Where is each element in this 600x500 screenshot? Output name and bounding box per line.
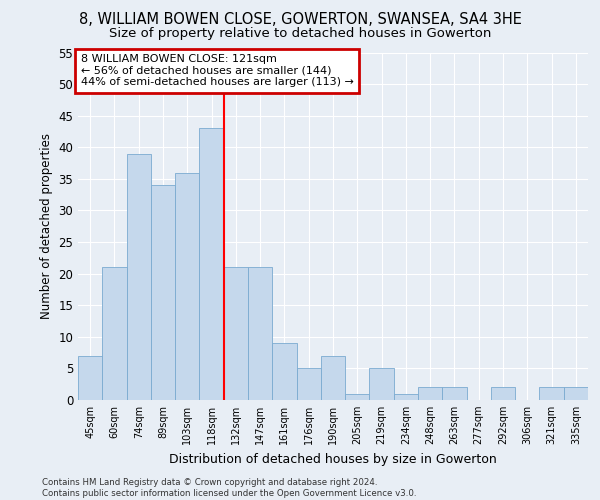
X-axis label: Distribution of detached houses by size in Gowerton: Distribution of detached houses by size … <box>169 452 497 466</box>
Bar <box>127 154 151 400</box>
Text: Contains HM Land Registry data © Crown copyright and database right 2024.
Contai: Contains HM Land Registry data © Crown c… <box>42 478 416 498</box>
Bar <box>370 368 394 400</box>
Bar <box>321 356 345 400</box>
Bar <box>272 343 296 400</box>
Text: Size of property relative to detached houses in Gowerton: Size of property relative to detached ho… <box>109 28 491 40</box>
Bar <box>78 356 102 400</box>
Text: 8, WILLIAM BOWEN CLOSE, GOWERTON, SWANSEA, SA4 3HE: 8, WILLIAM BOWEN CLOSE, GOWERTON, SWANSE… <box>79 12 521 28</box>
Y-axis label: Number of detached properties: Number of detached properties <box>40 133 53 320</box>
Text: 8 WILLIAM BOWEN CLOSE: 121sqm
← 56% of detached houses are smaller (144)
44% of : 8 WILLIAM BOWEN CLOSE: 121sqm ← 56% of d… <box>80 54 353 88</box>
Bar <box>394 394 418 400</box>
Bar <box>418 388 442 400</box>
Bar <box>296 368 321 400</box>
Bar <box>175 172 199 400</box>
Bar <box>539 388 564 400</box>
Bar <box>442 388 467 400</box>
Bar <box>248 268 272 400</box>
Bar <box>345 394 370 400</box>
Bar <box>491 388 515 400</box>
Bar <box>224 268 248 400</box>
Bar <box>564 388 588 400</box>
Bar <box>199 128 224 400</box>
Bar <box>102 268 127 400</box>
Bar <box>151 185 175 400</box>
